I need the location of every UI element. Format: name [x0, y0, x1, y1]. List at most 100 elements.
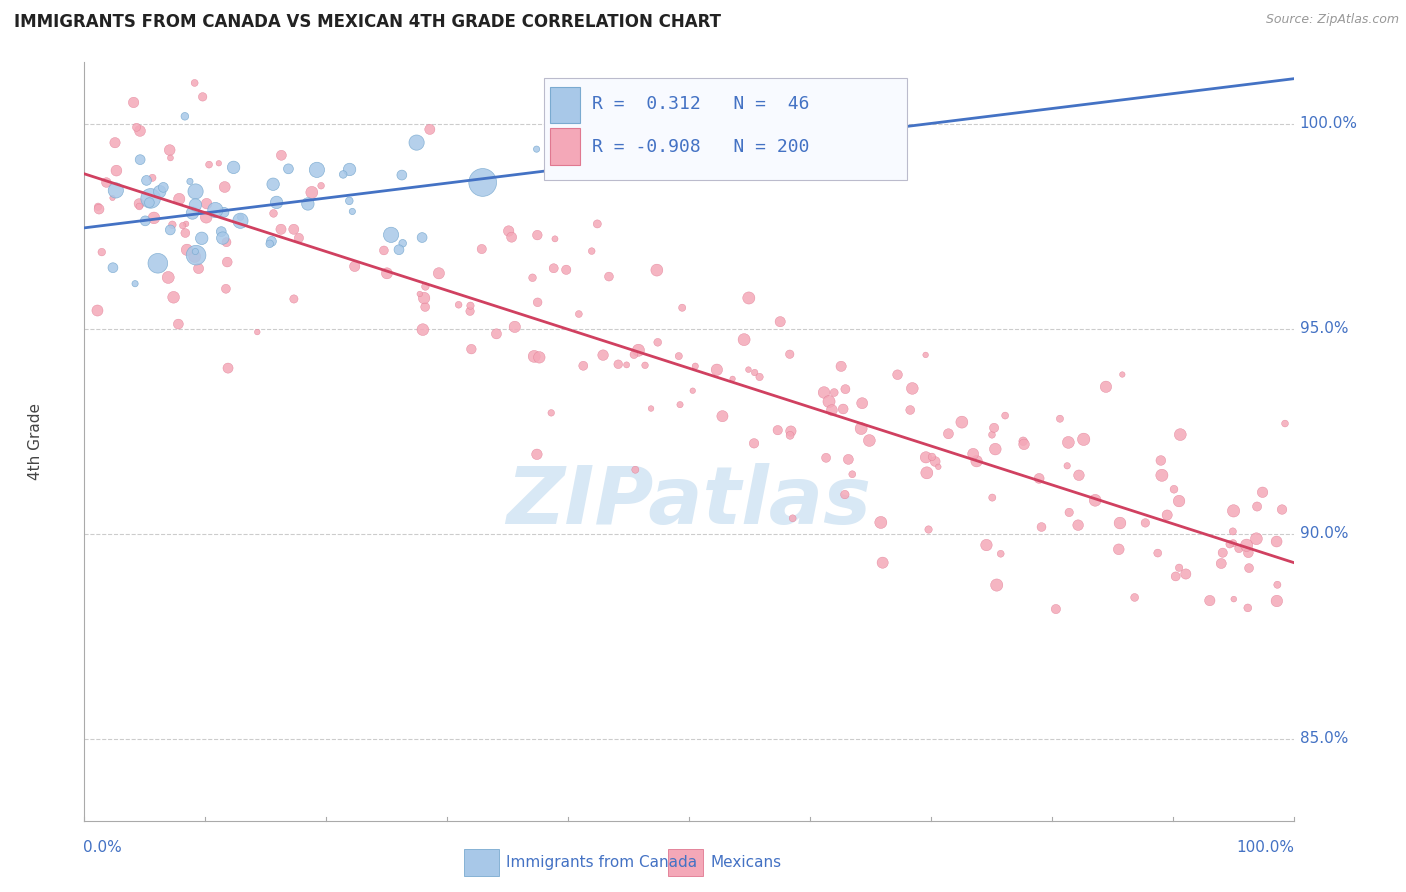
Point: [212, 205, 235, 219]
Point: [821, 403, 844, 417]
Point: [332, 168, 354, 182]
Point: [283, 222, 305, 236]
Point: [209, 225, 232, 239]
Point: [1049, 411, 1071, 425]
Point: [869, 516, 891, 530]
Text: 4th Grade: 4th Grade: [28, 403, 44, 480]
Point: [1031, 520, 1053, 534]
Point: [277, 161, 299, 176]
Point: [174, 217, 197, 231]
Point: [607, 357, 630, 371]
Point: [270, 148, 292, 162]
Point: [769, 315, 792, 329]
Point: [1265, 534, 1288, 549]
Point: [129, 124, 152, 138]
Point: [411, 230, 433, 244]
Point: [1246, 532, 1268, 546]
Point: [837, 452, 859, 467]
Point: [139, 191, 162, 205]
Text: ZIPatlas: ZIPatlas: [506, 463, 872, 541]
Point: [832, 402, 855, 417]
Point: [858, 434, 880, 448]
Point: [211, 231, 233, 245]
Point: [159, 151, 181, 165]
Point: [1246, 500, 1268, 514]
Point: [190, 231, 212, 245]
Point: [1164, 569, 1187, 583]
Point: [162, 290, 184, 304]
Point: [128, 196, 150, 211]
Point: [1237, 561, 1260, 575]
Point: [460, 299, 482, 313]
Point: [1045, 602, 1067, 616]
Point: [526, 142, 548, 156]
Point: [555, 262, 578, 277]
Point: [1073, 433, 1095, 447]
Point: [1222, 504, 1244, 518]
Point: [1109, 516, 1132, 530]
Point: [1237, 546, 1260, 560]
FancyBboxPatch shape: [550, 128, 581, 165]
Point: [1150, 468, 1173, 483]
Text: 90.0%: 90.0%: [1299, 526, 1348, 541]
Point: [1168, 561, 1191, 575]
Point: [471, 176, 494, 190]
Point: [149, 185, 172, 199]
Point: [208, 156, 231, 170]
Point: [851, 396, 873, 410]
Point: [90, 245, 112, 260]
Point: [309, 178, 332, 193]
Point: [526, 295, 548, 310]
Point: [198, 158, 221, 172]
Point: [966, 454, 988, 468]
Point: [485, 326, 508, 341]
Point: [214, 180, 236, 194]
Point: [184, 185, 207, 199]
Point: [1236, 538, 1258, 552]
Point: [779, 428, 801, 442]
Text: Immigrants from Canada: Immigrants from Canada: [506, 855, 697, 870]
Point: [568, 307, 591, 321]
Point: [986, 578, 1008, 592]
Point: [187, 261, 209, 276]
Point: [830, 359, 852, 374]
Point: [471, 242, 494, 256]
Point: [586, 217, 609, 231]
Point: [501, 230, 523, 244]
Point: [849, 421, 872, 435]
Point: [634, 359, 657, 373]
Point: [297, 197, 319, 211]
Point: [162, 218, 184, 232]
Point: [179, 174, 201, 188]
Point: [204, 202, 226, 217]
Point: [1067, 468, 1090, 483]
Point: [645, 263, 668, 277]
Point: [498, 224, 520, 238]
Point: [222, 161, 245, 175]
Point: [627, 343, 650, 358]
Point: [105, 163, 128, 178]
Point: [195, 211, 218, 225]
Point: [834, 487, 856, 501]
Point: [914, 348, 936, 362]
Point: [217, 361, 239, 376]
Point: [1111, 368, 1133, 382]
Point: [898, 403, 921, 417]
Point: [1123, 591, 1146, 605]
Point: [901, 381, 924, 395]
Point: [682, 384, 704, 398]
Point: [1274, 417, 1296, 431]
Point: [543, 261, 565, 276]
Point: [146, 256, 169, 270]
Point: [823, 385, 845, 400]
Point: [1198, 593, 1220, 607]
Point: [159, 223, 181, 237]
Point: [229, 211, 252, 225]
Point: [167, 192, 190, 206]
Point: [191, 90, 214, 104]
Point: [1156, 508, 1178, 522]
Point: [1095, 380, 1118, 394]
Point: [706, 362, 728, 376]
Point: [540, 406, 562, 420]
Point: [122, 95, 145, 110]
